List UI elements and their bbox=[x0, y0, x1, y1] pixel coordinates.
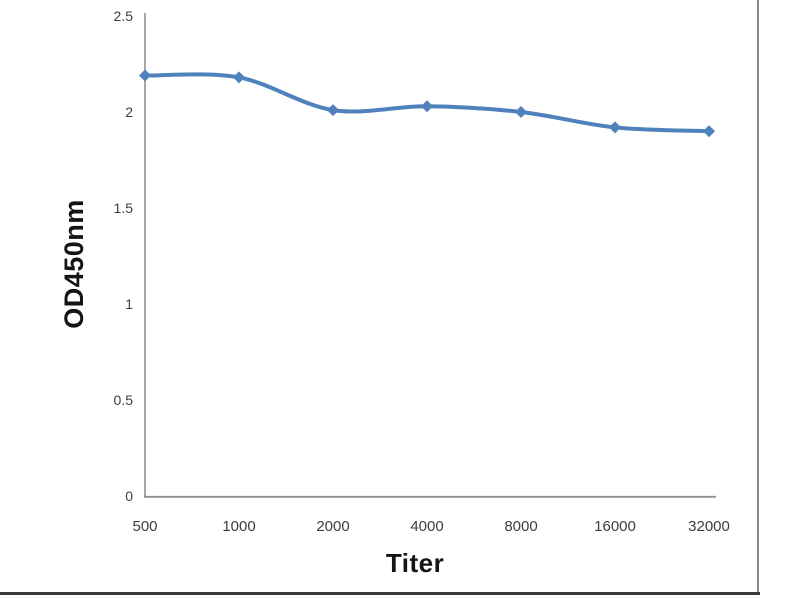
y-tick-label: 0 bbox=[125, 488, 133, 504]
x-tick-label: 16000 bbox=[594, 518, 636, 535]
y-tick-label: 1.5 bbox=[113, 200, 133, 216]
y-tick-label: 2 bbox=[125, 104, 133, 120]
data-point-marker bbox=[609, 121, 621, 134]
data-point-marker bbox=[421, 100, 433, 113]
x-axis-title: Titer bbox=[385, 548, 445, 578]
data-point-marker bbox=[139, 69, 151, 82]
data-point-marker bbox=[233, 71, 245, 84]
y-tick-label: 1 bbox=[125, 296, 133, 312]
data-point-marker bbox=[703, 125, 715, 138]
x-tick-label: 1000 bbox=[222, 518, 256, 535]
x-tick-label: 500 bbox=[132, 518, 158, 535]
x-tick-label: 2000 bbox=[316, 518, 350, 535]
x-tick-label: 8000 bbox=[504, 518, 538, 535]
x-tick-label: 32000 bbox=[688, 518, 730, 535]
data-point-marker bbox=[515, 106, 527, 118]
y-tick-label: 2.5 bbox=[113, 8, 133, 24]
data-point-marker bbox=[327, 104, 339, 117]
photo-bottom-border bbox=[0, 592, 760, 595]
y-axis-title: OD450nm bbox=[59, 199, 89, 329]
y-tick-label: 0.5 bbox=[113, 392, 133, 408]
x-tick-label: 4000 bbox=[410, 518, 444, 535]
photo-right-border bbox=[757, 0, 759, 595]
